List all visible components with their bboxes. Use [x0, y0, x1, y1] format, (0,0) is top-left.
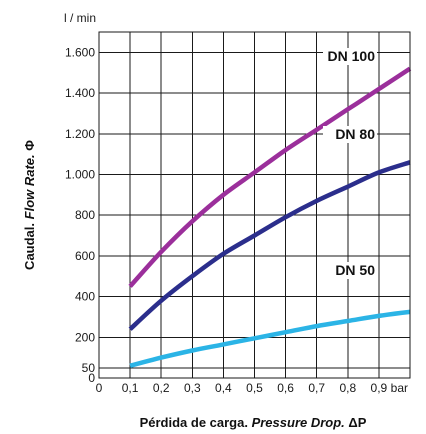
x-tick-label: 0,1 — [122, 381, 139, 395]
x-tick-label: 0,8 — [339, 381, 356, 395]
x-tick-label: 0,5 — [246, 381, 263, 395]
x-tick-label: 0,7 — [308, 381, 325, 395]
x-axis-title-prefix: Pérdida de carga. — [140, 415, 252, 430]
y-tick-label: 600 — [75, 249, 95, 263]
series-line-dn-100 — [128, 66, 412, 288]
curve-layer — [128, 66, 412, 368]
x-axis-title: Pérdida de carga. Pressure Drop. ΔP — [140, 415, 367, 430]
series-label-dn-50: DN 50 — [335, 262, 375, 278]
y-tick-label: 800 — [75, 208, 95, 222]
series-labels: DN 100 DN 80 DN 50 — [323, 48, 377, 279]
x-tick-labels: 0 0,1 0,2 0,3 0,4 0,5 0,6 0,7 0,8 0,9 — [96, 381, 388, 395]
y-tick-label: 50 — [82, 361, 96, 375]
y-tick-label: 400 — [75, 290, 95, 304]
x-axis-unit: bar — [391, 381, 408, 395]
y-tick-label: 0 — [88, 371, 95, 385]
series-label-dn-80: DN 80 — [335, 126, 375, 142]
series-label-background — [323, 48, 377, 65]
y-axis-title: Caudal. Flow Rate. Φ — [22, 140, 37, 270]
grid-layer — [98, 32, 410, 379]
y-axis-title-suffix: Φ — [22, 140, 37, 155]
x-tick-label: 0,9 — [371, 381, 388, 395]
y-axis-unit: l / min — [64, 11, 96, 25]
x-axis-title-suffix: ΔP — [345, 415, 367, 430]
series-label-background — [323, 126, 377, 143]
y-tick-label: 1.400 — [65, 86, 95, 100]
x-tick-label: 0 — [96, 381, 103, 395]
y-tick-label: 200 — [75, 330, 95, 344]
series-line-dn-80 — [128, 160, 411, 331]
y-tick-labels: 050 200 400 600 800 1.000 1.200 1.400 1.600 — [65, 45, 95, 385]
series-line-dn-50 — [129, 309, 411, 368]
y-tick-label: 1.600 — [65, 45, 95, 59]
y-tick-label: 1.200 — [65, 127, 95, 141]
y-axis-title-prefix: Caudal. — [22, 219, 37, 270]
series-label-background — [323, 262, 377, 279]
x-tick-label: 0,2 — [153, 381, 170, 395]
x-tick-label: 0,3 — [184, 381, 201, 395]
y-axis-title-italic: Flow Rate. — [22, 154, 37, 219]
series-label-dn-100: DN 100 — [328, 48, 376, 64]
x-axis-title-italic: Pressure Drop. — [252, 415, 345, 430]
x-tick-label: 0,6 — [277, 381, 294, 395]
plot-frame — [98, 31, 411, 379]
x-tick-label: 0,4 — [215, 381, 232, 395]
y-tick-label: 1.000 — [65, 167, 95, 181]
